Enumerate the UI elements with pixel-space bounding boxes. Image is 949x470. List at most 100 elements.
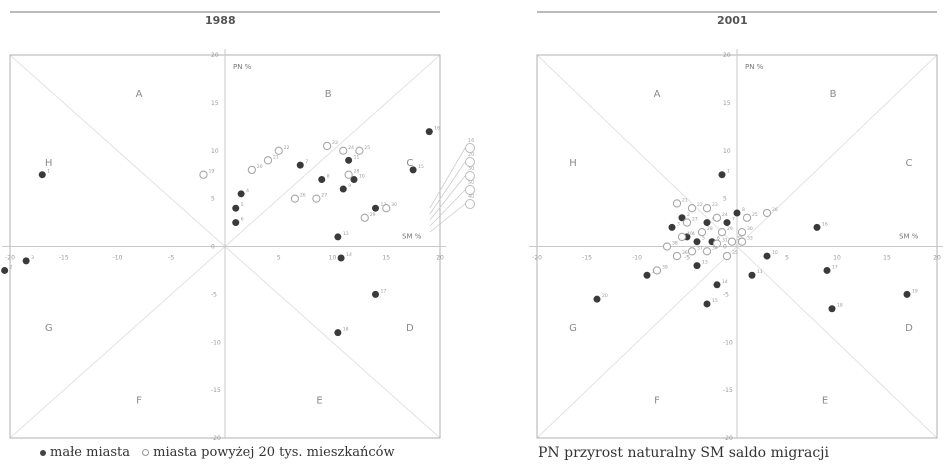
point-label: 27 <box>692 217 698 223</box>
point-small-town <box>372 290 379 298</box>
point-large-town <box>712 239 722 248</box>
point-small-town <box>828 305 836 313</box>
point-label: 25 <box>752 212 758 218</box>
point-large-town <box>290 194 300 203</box>
size-legend-leader <box>429 175 466 221</box>
y-tick-label: 10 <box>723 148 731 155</box>
sector-label-B: B <box>830 89 837 100</box>
point-label: 23 <box>712 202 718 208</box>
x-tick-label: -15 <box>582 255 592 262</box>
size-legend-leader <box>429 147 466 209</box>
sector-label-F: F <box>654 396 660 407</box>
point-small-town <box>409 166 417 174</box>
point-label: 33 <box>747 236 753 242</box>
y-tick-label: 15 <box>211 100 219 107</box>
point-small-town <box>723 219 731 227</box>
point-small-town <box>593 295 601 303</box>
size-legend-circle <box>465 157 475 167</box>
point-label: 34 <box>712 245 718 251</box>
point-small-town <box>22 257 30 265</box>
scatter-panel-1988: -20 -15 -10 -5 5 10 15 20-20-15-10-505101520PN … <box>1 11 475 440</box>
y-axis-label: PN % <box>745 63 764 71</box>
sector-label-E: E <box>822 396 828 407</box>
point-large-town <box>322 141 332 151</box>
point-large-town <box>247 165 257 175</box>
x-tick-label: 20 <box>933 255 941 262</box>
sector-label-D: D <box>905 323 913 334</box>
point-label: 13 <box>343 231 349 237</box>
sector-label-C: C <box>406 158 413 169</box>
point-label: 27 <box>321 193 327 199</box>
size-legend-value: 40 <box>468 194 474 200</box>
point-large-town <box>742 213 752 222</box>
legend-marker-small <box>40 449 46 456</box>
y-tick-label: 5 <box>723 196 727 203</box>
point-label: 18 <box>343 327 349 333</box>
point-label: 2 <box>10 264 13 270</box>
point-large-town <box>697 227 707 237</box>
point-label: 16 <box>822 221 828 227</box>
point-large-town <box>360 213 369 222</box>
point-label: 2 <box>687 212 690 218</box>
y-tick-label: 10 <box>211 148 219 155</box>
point-small-town <box>693 262 701 270</box>
point-label: 22 <box>284 145 290 151</box>
point-large-town <box>727 237 737 246</box>
point-label: 11 <box>354 154 360 160</box>
point-label: 13 <box>702 260 708 266</box>
x-tick-label: -20 <box>532 255 542 262</box>
point-label: 40 <box>687 231 693 237</box>
point-small-town <box>713 281 721 289</box>
point-large-town <box>263 156 273 165</box>
point-small-town <box>334 329 342 337</box>
point-label: 7 <box>732 217 735 223</box>
point-large-town <box>682 218 692 227</box>
point-small-town <box>38 171 46 179</box>
point-label: 18 <box>837 303 843 309</box>
legend-label-large: miasta powyżej 20 tys. mieszkańców <box>153 445 395 460</box>
point-small-town <box>334 233 342 241</box>
point-label: 14 <box>722 279 728 285</box>
point-label: 29 <box>370 212 376 218</box>
point-label: 7 <box>305 159 308 165</box>
point-label: 1 <box>47 169 50 175</box>
point-small-town <box>903 290 911 298</box>
y-tick-label: 20 <box>211 52 219 59</box>
point-large-town <box>687 247 697 256</box>
point-label: 26 <box>300 193 306 199</box>
point-label: 28 <box>354 169 360 175</box>
y-tick-label: -15 <box>211 387 221 394</box>
x-tick-label: -5 <box>168 255 174 262</box>
point-large-town <box>762 208 772 218</box>
x-tick-label: -5 <box>684 255 690 262</box>
point-label: 31 <box>722 238 728 244</box>
sector-label-H: H <box>569 158 577 169</box>
legend-marker-large <box>142 449 150 456</box>
point-small-town <box>339 185 347 193</box>
point-label: 26 <box>772 207 778 213</box>
size-legend-leader <box>429 161 466 215</box>
point-large-town <box>312 194 321 203</box>
point-small-town <box>232 219 240 227</box>
y-tick-label: -5 <box>211 291 217 298</box>
size-legend-value: 16 <box>468 138 474 144</box>
sector-label-H: H <box>45 158 53 169</box>
scatter-panel-2001: -20 -15 -10 -5 5 10 15 20-20-15-10-505101520PN … <box>529 11 943 440</box>
y-tick-label: -20 <box>723 435 733 440</box>
x-tick-label: 15 <box>382 255 390 262</box>
point-large-town <box>677 232 687 242</box>
point-small-town <box>763 252 771 260</box>
y-tick-label: -10 <box>723 339 733 346</box>
size-legend-value: 30 <box>468 166 474 172</box>
point-label: 8 <box>327 173 330 179</box>
point-label: 35 <box>732 250 738 256</box>
x-tick-label: 10 <box>833 255 841 262</box>
point-large-town <box>702 204 712 213</box>
point-large-town <box>672 251 682 261</box>
point-label: 38 <box>672 241 678 247</box>
x-tick-label: -10 <box>632 255 642 262</box>
point-large-town <box>722 251 732 261</box>
point-label: 24 <box>722 212 728 218</box>
x-tick-label: 5 <box>277 255 281 262</box>
point-label: 30 <box>747 226 753 232</box>
